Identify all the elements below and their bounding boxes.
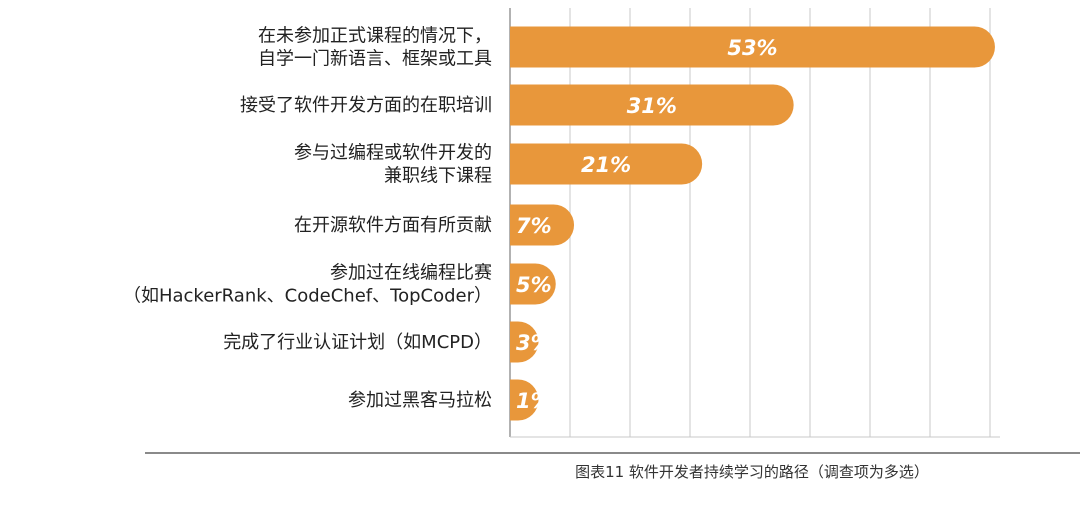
category-label: 在开源软件方面有所贡献: [294, 215, 492, 236]
bar: [510, 143, 703, 185]
bar-value-label: 1%: [516, 389, 552, 413]
bar-value-label: 31%: [627, 94, 677, 118]
bars: [510, 26, 995, 421]
category-label: 在未参加正式课程的情况下，: [258, 26, 492, 47]
category-labels: 在未参加正式课程的情况下，自学一门新语言、框架或工具接受了软件开发方面的在职培训…: [123, 26, 492, 412]
category-label: （如HackerRank、CodeChef、TopCoder）: [123, 286, 492, 307]
category-label: 参加过黑客马拉松: [348, 390, 492, 411]
category-label: 完成了行业认证计划（如MCPD）: [223, 332, 492, 353]
category-label: 参与过编程或软件开发的: [294, 143, 492, 164]
grid-lines: [509, 8, 1000, 438]
value-labels: 53% 31% 21% 7% 5% 3% 1%: [516, 36, 778, 413]
bar-value-label: 5%: [516, 273, 552, 297]
bar: [510, 321, 539, 363]
category-label: 接受了软件开发方面的在职培训: [240, 95, 492, 116]
figure-caption: 图表11 软件开发者持续学习的路径（调查项为多选）: [575, 463, 929, 481]
bar-value-label: 53%: [727, 36, 777, 60]
bar: [510, 379, 539, 421]
category-label: 参加过在线编程比赛: [330, 263, 492, 284]
bar-value-label: 21%: [581, 153, 631, 177]
bar: [510, 26, 995, 68]
bar: [510, 204, 575, 246]
bar-value-label: 3%: [516, 331, 552, 355]
bar-value-label: 7%: [516, 214, 552, 238]
bar: [510, 263, 556, 305]
bar: [510, 84, 794, 126]
category-label: 自学一门新语言、框架或工具: [258, 49, 492, 70]
category-label: 兼职线下课程: [384, 166, 492, 187]
